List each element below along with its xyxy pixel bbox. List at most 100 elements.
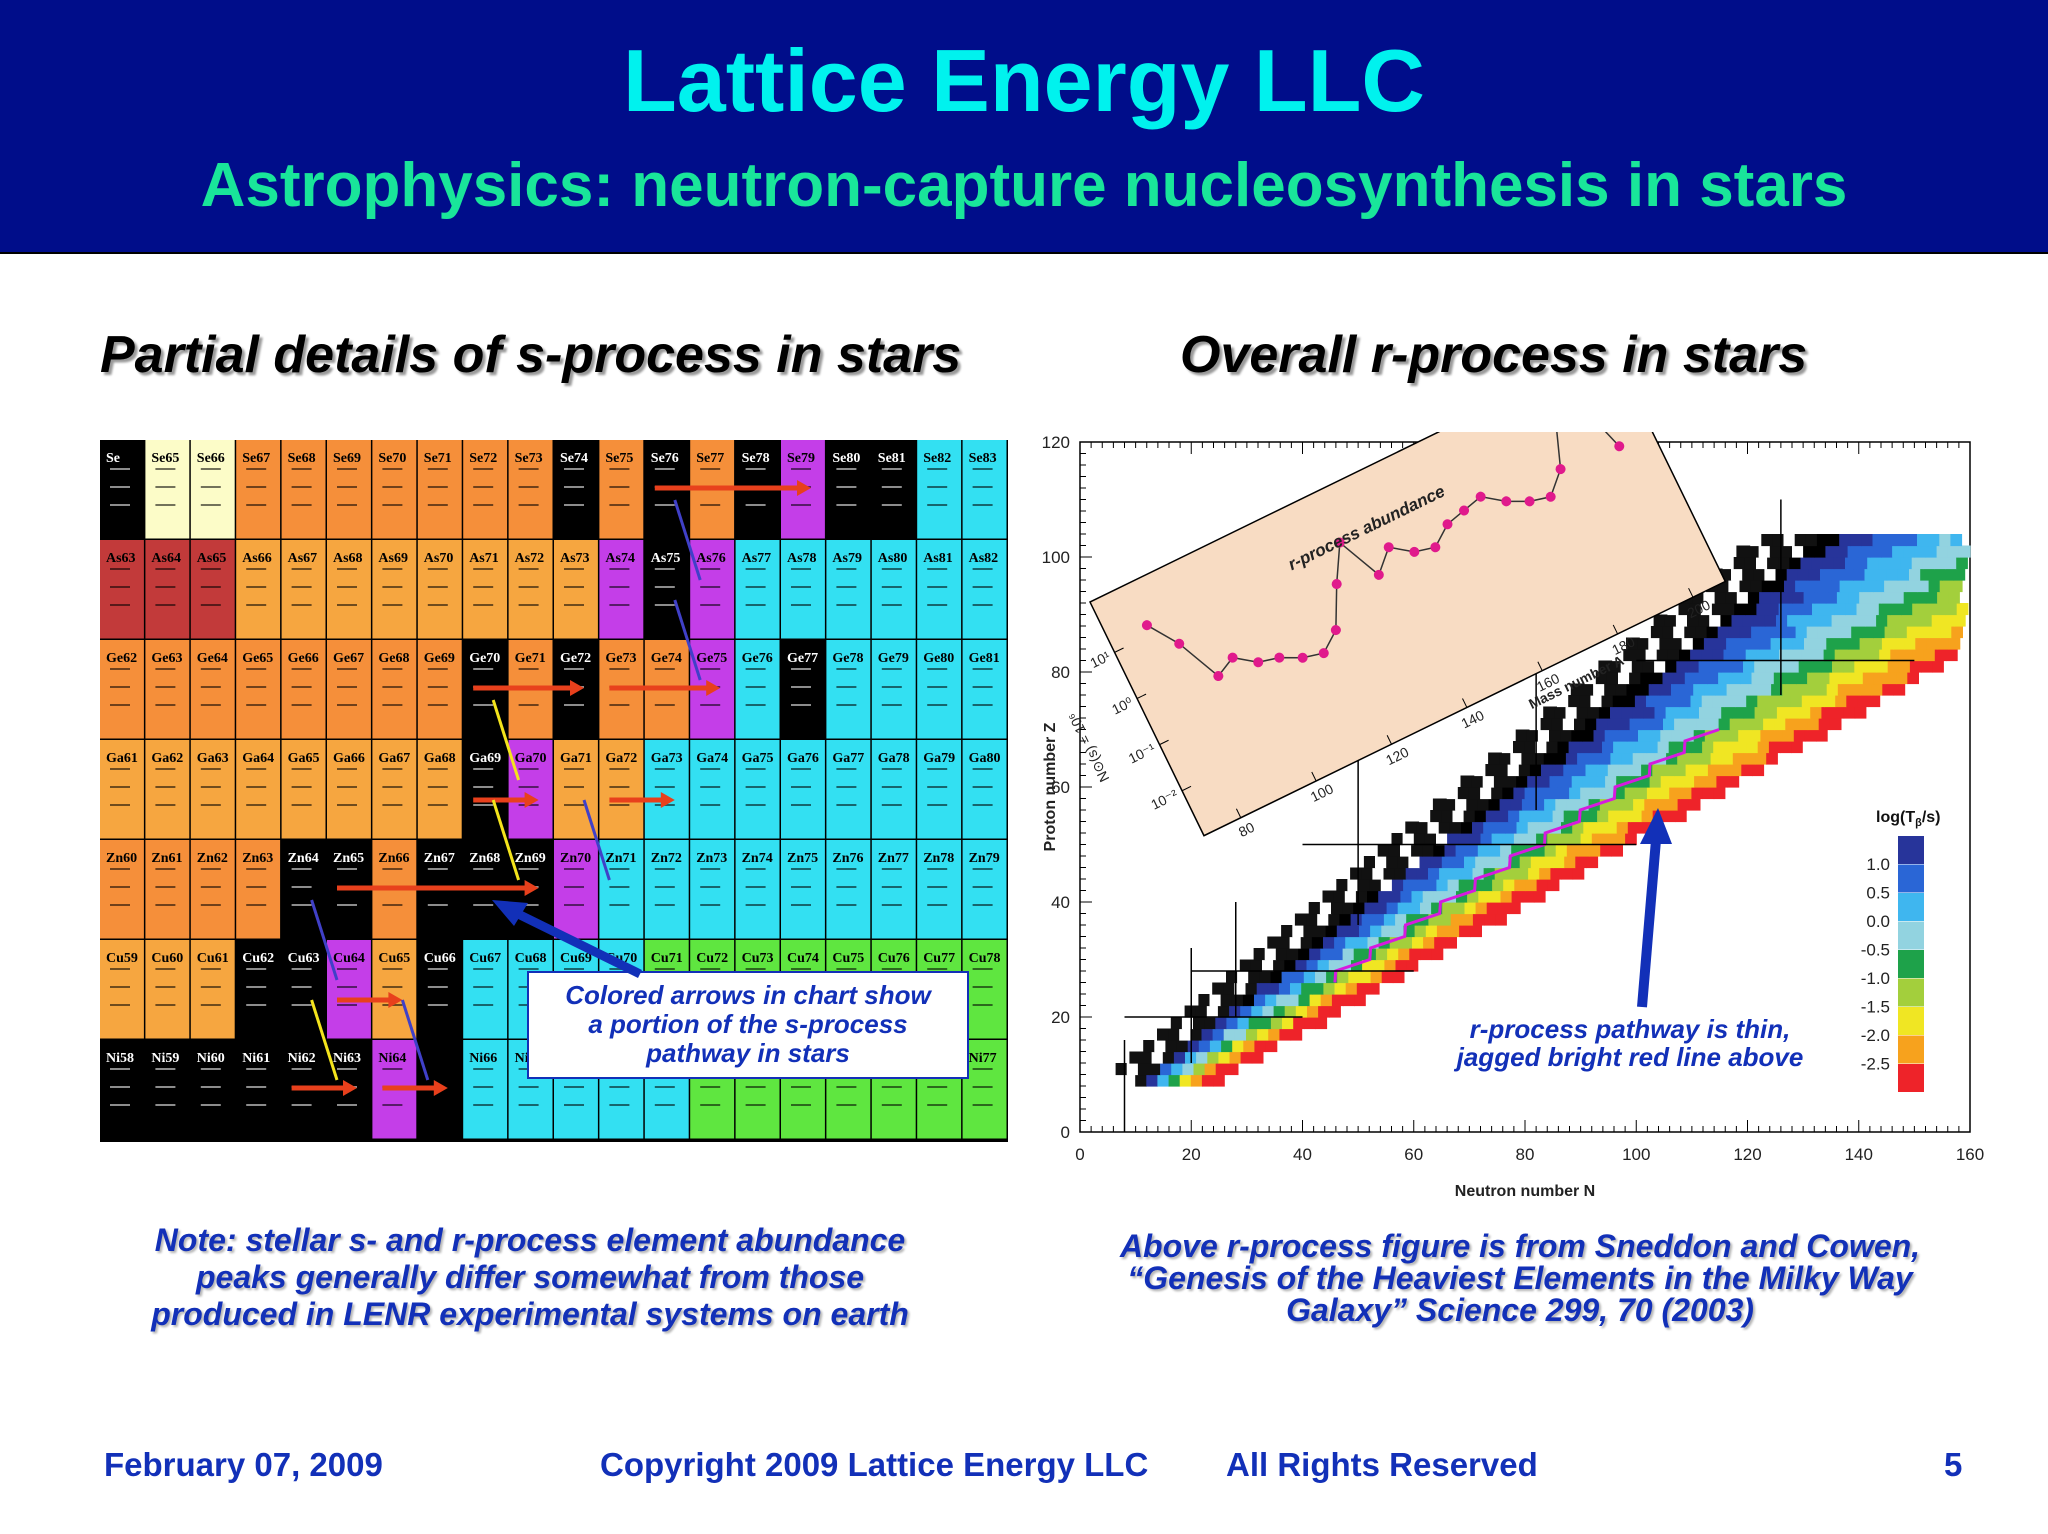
heatmap-cell bbox=[1901, 603, 1913, 616]
nuclide-cell bbox=[781, 740, 825, 839]
heatmap-cell bbox=[1403, 925, 1416, 938]
heatmap-cell bbox=[1723, 603, 1735, 616]
cell-detail-mark bbox=[155, 686, 176, 688]
heatmap-cell bbox=[1406, 959, 1419, 972]
cell-detail-mark bbox=[200, 904, 221, 906]
cell-detail-mark bbox=[200, 1104, 221, 1106]
heatmap-cell bbox=[1742, 568, 1754, 581]
heatmap-cell bbox=[1461, 867, 1474, 880]
x-tick-label: 140 bbox=[1845, 1145, 1873, 1164]
heatmap-cell bbox=[1190, 1074, 1203, 1087]
heatmap-cell bbox=[1781, 637, 1794, 650]
heatmap-cell bbox=[1654, 706, 1667, 719]
nuclide-cell bbox=[281, 440, 326, 539]
heatmap-cell bbox=[1856, 557, 1868, 570]
nuclide-label: Se83 bbox=[969, 451, 997, 466]
heatmap-cell bbox=[1468, 787, 1481, 800]
heatmap-cell bbox=[1626, 637, 1638, 650]
nuclide-cell bbox=[917, 840, 962, 939]
heatmap-cell bbox=[1362, 959, 1374, 972]
nuclide-label: Ge66 bbox=[288, 651, 319, 666]
nuclide-label: Se66 bbox=[197, 451, 225, 466]
heatmap-cell bbox=[1453, 902, 1466, 915]
cell-detail-mark bbox=[110, 886, 130, 888]
cell-detail-mark bbox=[518, 668, 539, 670]
s-process-arrow-head bbox=[343, 1080, 357, 1096]
beta-decay-arrow bbox=[673, 499, 702, 581]
heatmap-cell bbox=[1179, 1028, 1191, 1041]
heatmap-cell bbox=[1789, 557, 1801, 570]
heatmap-cell bbox=[1845, 603, 1858, 616]
cell-detail-mark bbox=[291, 704, 312, 706]
cell-detail-mark bbox=[473, 586, 494, 588]
heatmap-cell bbox=[1568, 741, 1581, 754]
heatmap-cell bbox=[1609, 660, 1622, 673]
cell-detail-mark bbox=[609, 586, 630, 588]
heatmap-cell bbox=[1754, 706, 1767, 719]
heatmap-cell bbox=[1389, 936, 1402, 949]
heatmap-cell bbox=[1446, 787, 1459, 800]
nuclide-cell bbox=[327, 440, 371, 539]
heatmap-cell bbox=[1878, 557, 1890, 570]
nuclide-cell bbox=[327, 740, 371, 839]
cell-detail-mark bbox=[927, 568, 948, 570]
cell-detail-mark bbox=[246, 1086, 267, 1088]
heatmap-cell bbox=[1375, 856, 1387, 869]
cell-detail-mark bbox=[927, 768, 948, 770]
nuclide-cell bbox=[826, 440, 871, 539]
heatmap-cell bbox=[1847, 545, 1860, 558]
heatmap-cell bbox=[1535, 741, 1547, 754]
heatmap-cell bbox=[1485, 810, 1498, 823]
heatmap-cell bbox=[1618, 718, 1631, 731]
cell-detail-mark bbox=[700, 804, 721, 806]
heatmap-cell bbox=[1634, 649, 1647, 662]
cell-detail-mark bbox=[518, 586, 539, 588]
nuclide-cell bbox=[145, 940, 190, 1039]
cell-detail-mark bbox=[972, 968, 993, 970]
cell-detail-mark bbox=[337, 768, 357, 770]
heatmap-cell bbox=[1273, 959, 1285, 972]
heatmap-cell bbox=[1859, 637, 1872, 650]
heatmap-cell bbox=[1326, 971, 1338, 984]
nuclide-cell bbox=[463, 440, 508, 539]
cell-detail-mark bbox=[110, 768, 130, 770]
cell-detail-mark bbox=[745, 468, 766, 470]
cell-detail-mark bbox=[155, 886, 176, 888]
heatmap-cell bbox=[1652, 764, 1664, 777]
heatmap-cell bbox=[1344, 890, 1357, 903]
nuclide-label: Ga65 bbox=[288, 751, 320, 766]
heatmap-cell bbox=[1678, 603, 1691, 616]
footer-date: February 07, 2009 bbox=[104, 1446, 383, 1483]
heatmap-cell bbox=[1812, 695, 1825, 708]
nuclide-cell bbox=[145, 840, 190, 939]
cell-detail-mark bbox=[246, 1004, 267, 1006]
nuclide-cell bbox=[100, 1040, 144, 1139]
heatmap-cell bbox=[1858, 545, 1871, 558]
cell-detail-mark bbox=[745, 768, 766, 770]
cell-detail-mark bbox=[654, 868, 675, 870]
heatmap-cell bbox=[1792, 545, 1804, 558]
heatmap-cell bbox=[1665, 706, 1678, 719]
cell-detail-mark bbox=[881, 1086, 902, 1088]
heatmap-cell bbox=[1314, 925, 1327, 938]
heatmap-cell bbox=[1565, 752, 1578, 765]
heatmap-cell bbox=[1701, 695, 1714, 708]
cell-detail-mark bbox=[246, 868, 267, 870]
heatmap-cell bbox=[1875, 568, 1888, 581]
cell-detail-mark bbox=[836, 868, 857, 870]
heatmap-cell bbox=[1610, 752, 1623, 765]
nuclide-label: Ge65 bbox=[242, 651, 273, 666]
cell-detail-mark bbox=[518, 504, 539, 506]
heatmap-cell bbox=[1765, 660, 1777, 673]
heatmap-cell bbox=[1543, 706, 1555, 719]
nuclide-label: Ni61 bbox=[242, 1051, 270, 1066]
heatmap-cell bbox=[1687, 660, 1700, 673]
heatmap-cell bbox=[1519, 810, 1531, 823]
cell-detail-mark bbox=[791, 686, 811, 688]
heatmap-cell bbox=[1323, 936, 1335, 949]
heatmap-cell bbox=[1898, 660, 1911, 673]
heatmap-cell bbox=[1753, 614, 1766, 627]
heatmap-cell bbox=[1828, 534, 1840, 547]
cell-detail-mark bbox=[518, 568, 539, 570]
heatmap-cell bbox=[1226, 971, 1238, 984]
